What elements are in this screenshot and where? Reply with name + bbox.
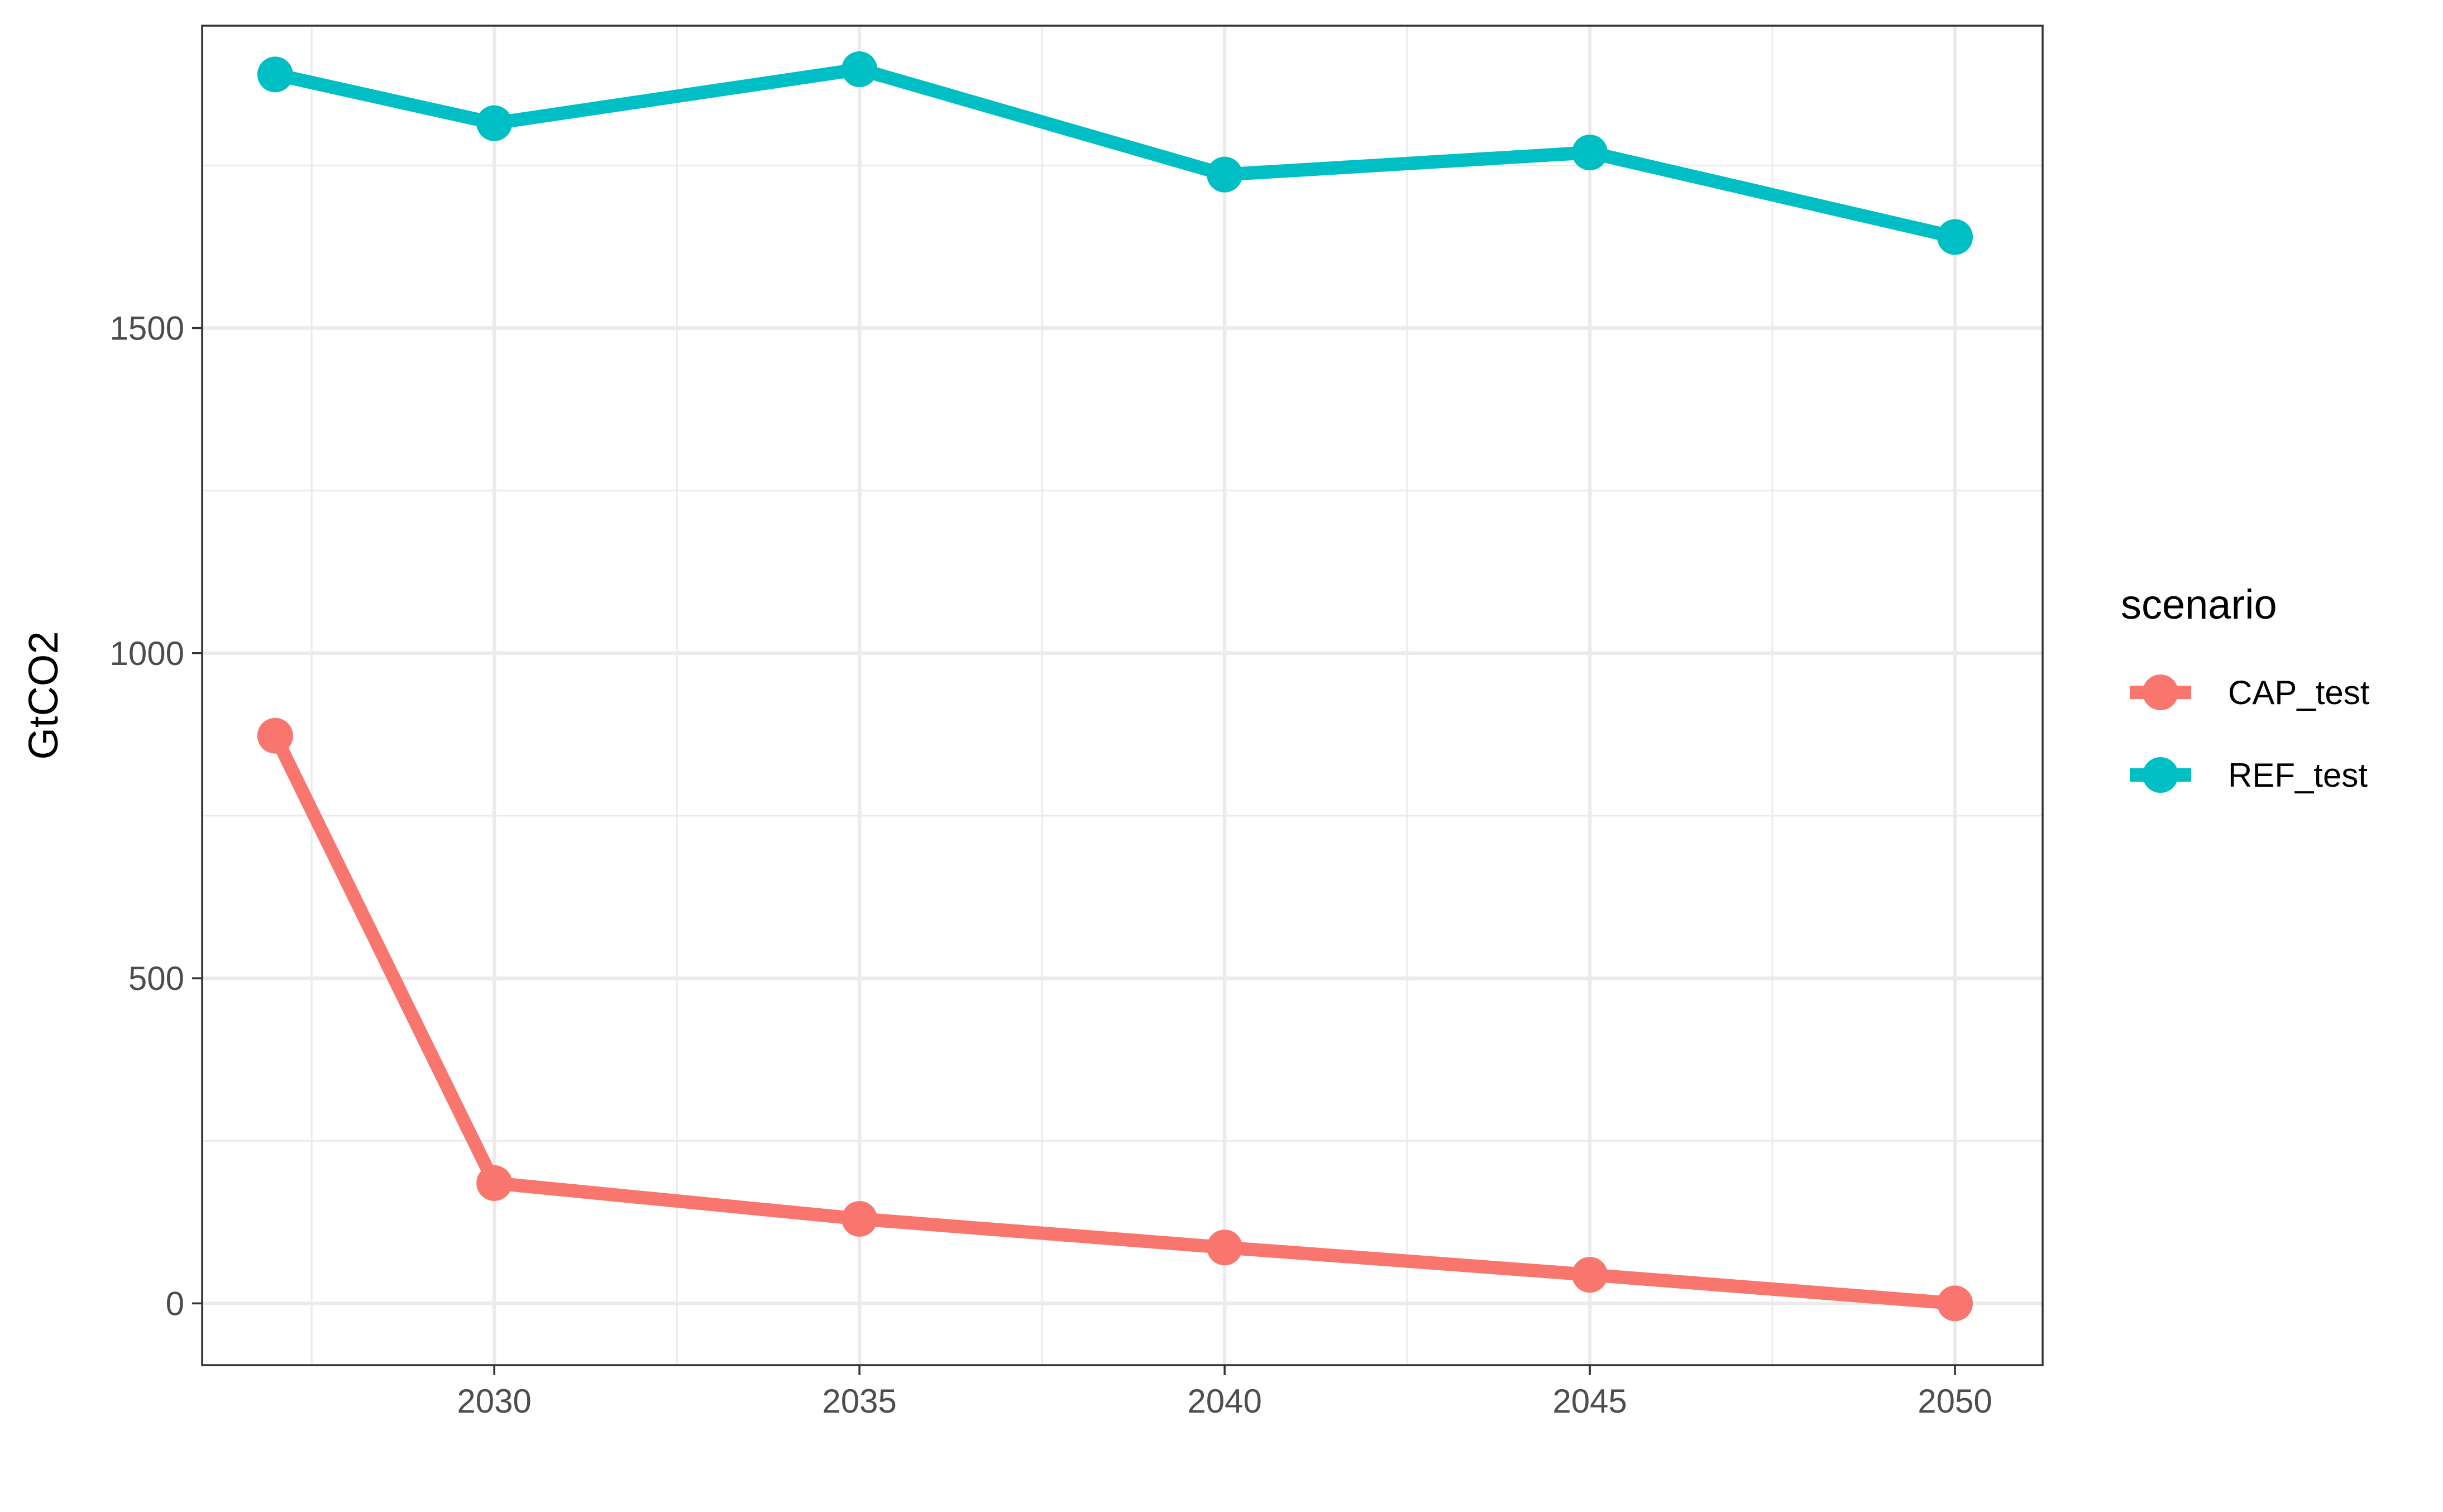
data-point [1572,1257,1608,1293]
x-tick-label: 2030 [457,1382,531,1420]
data-point [1937,219,1973,255]
data-point [257,56,293,93]
x-tick-label: 2035 [822,1382,896,1420]
x-tick-label: 2045 [1552,1382,1627,1420]
legend-title: scenario [2121,581,2277,628]
grid-lines [202,26,2043,1365]
data-point [1207,1229,1243,1266]
data-point [1572,135,1608,171]
legend-item-label: CAP_test [2228,674,2370,711]
data-point [842,51,878,88]
legend-item-CAP_test: CAP_test [2130,674,2370,711]
y-tick-label: 0 [166,1285,184,1322]
y-tick-label: 1000 [110,635,184,672]
data-point [842,1200,878,1237]
data-point [1937,1285,1973,1322]
series-layer [257,51,1973,1322]
y-tick-label: 500 [128,960,184,997]
data-point [476,1165,513,1201]
legend-item-REF_test: REF_test [2130,757,2368,794]
legend-keys: CAP_test REF_test [2130,674,2370,794]
series-line [269,733,1956,1310]
axes: 2030 2035 2040 2045 2050 0 500 1000 1500 [110,310,1992,1420]
x-tick-label: 2050 [1918,1382,1992,1420]
y-axis-title: GtCO2 [20,631,66,759]
series-REF_test [257,51,1973,255]
legend-key-marker [2143,757,2178,793]
data-point [476,105,513,141]
data-point [1207,156,1243,193]
x-tick-label: 2040 [1187,1382,1261,1420]
legend-item-label: REF_test [2228,757,2368,794]
series-line [274,63,1957,244]
series-CAP_test [257,717,1973,1322]
legend: scenario CAP_test REF_test [2121,581,2370,794]
plot-panel-border [201,25,2044,1366]
y-tick-label: 1500 [110,310,184,347]
legend-key-marker [2143,674,2178,710]
data-point [257,717,293,754]
